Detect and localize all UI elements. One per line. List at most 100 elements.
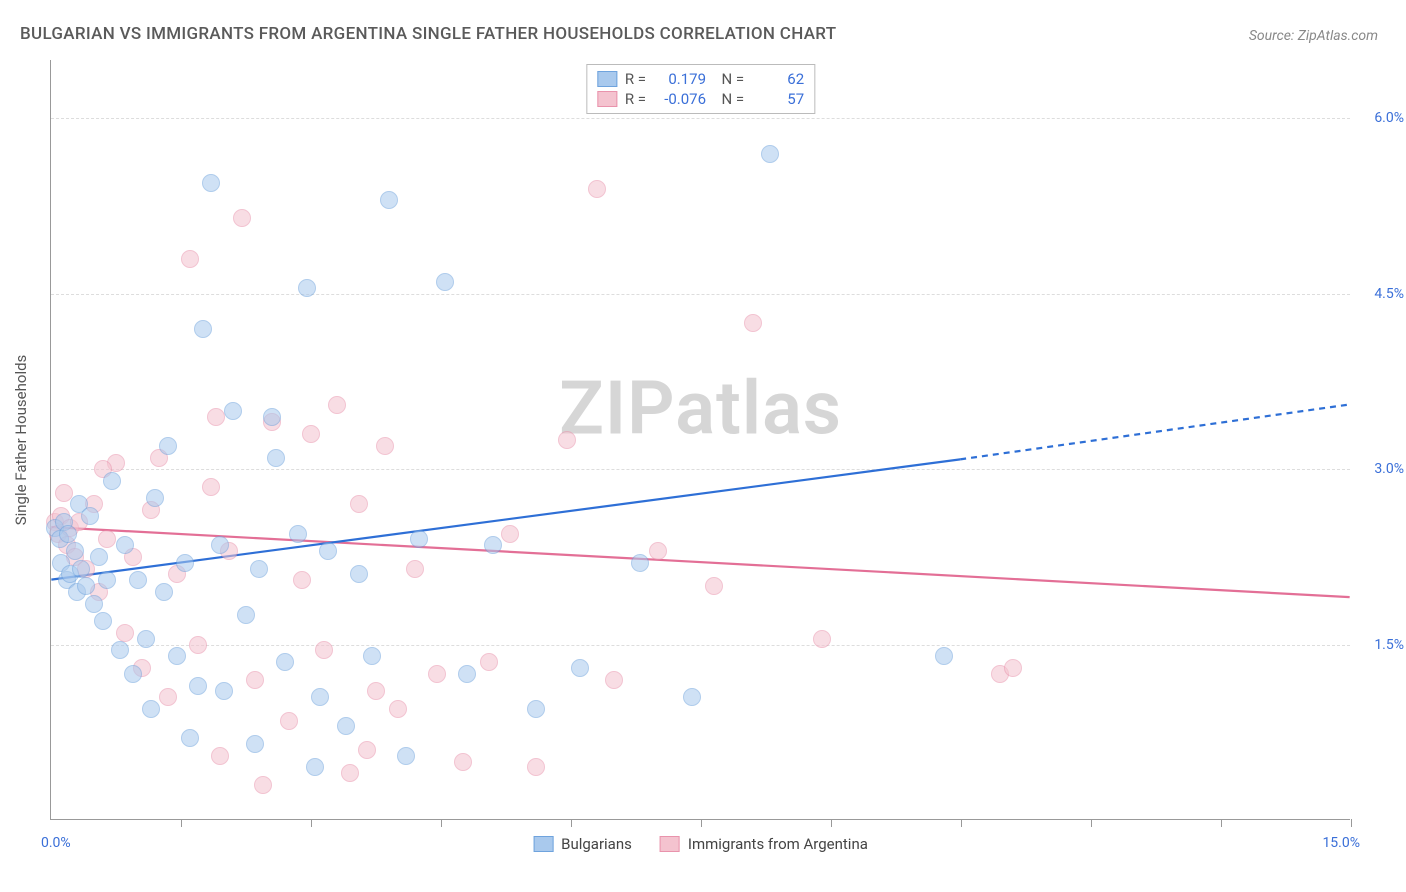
scatter-point-series-a xyxy=(397,747,415,765)
stats-row-series-a: R = 0.179 N = 62 xyxy=(597,69,804,89)
trend-lines-layer xyxy=(51,60,1350,819)
scatter-point-series-b xyxy=(358,741,376,759)
x-tick xyxy=(441,819,442,827)
scatter-point-series-b xyxy=(246,671,264,689)
x-tick xyxy=(961,819,962,827)
scatter-point-series-a xyxy=(168,647,186,665)
scatter-point-series-b xyxy=(202,478,220,496)
scatter-point-series-a xyxy=(146,489,164,507)
scatter-point-series-a xyxy=(527,700,545,718)
scatter-point-series-b xyxy=(527,758,545,776)
scatter-point-series-a xyxy=(59,525,77,543)
scatter-point-series-b xyxy=(705,577,723,595)
scatter-point-series-b xyxy=(293,571,311,589)
scatter-point-series-a xyxy=(129,571,147,589)
scatter-point-series-b xyxy=(376,437,394,455)
scatter-point-series-b xyxy=(233,209,251,227)
scatter-point-series-a xyxy=(246,735,264,753)
x-tick xyxy=(311,819,312,827)
scatter-point-series-b xyxy=(588,180,606,198)
scatter-point-series-b xyxy=(280,712,298,730)
scatter-point-series-a xyxy=(181,729,199,747)
x-tick xyxy=(571,819,572,827)
scatter-point-series-a xyxy=(484,536,502,554)
x-tick xyxy=(1091,819,1092,827)
scatter-point-series-a xyxy=(194,320,212,338)
scatter-point-series-a xyxy=(155,583,173,601)
x-tick xyxy=(701,819,702,827)
scatter-point-series-a xyxy=(159,437,177,455)
scatter-point-series-a xyxy=(263,408,281,426)
source-attribution: Source: ZipAtlas.com xyxy=(1249,28,1378,44)
stat-r-a: 0.179 xyxy=(654,70,706,88)
scatter-point-series-a xyxy=(98,571,116,589)
scatter-point-series-b xyxy=(98,530,116,548)
scatter-point-series-a xyxy=(142,700,160,718)
y-axis-title: Single Father Households xyxy=(12,354,30,525)
scatter-point-series-a xyxy=(935,647,953,665)
scatter-point-series-a xyxy=(176,554,194,572)
scatter-point-series-a xyxy=(380,191,398,209)
gridline xyxy=(51,294,1350,295)
x-tick xyxy=(831,819,832,827)
scatter-point-series-b xyxy=(328,396,346,414)
scatter-point-series-a xyxy=(77,577,95,595)
scatter-point-series-b xyxy=(341,764,359,782)
scatter-point-series-a xyxy=(337,717,355,735)
legend-item-series-b: Immigrants from Argentina xyxy=(660,835,868,853)
scatter-point-series-a xyxy=(631,554,649,572)
scatter-point-series-a xyxy=(350,565,368,583)
scatter-point-series-a xyxy=(267,449,285,467)
scatter-point-series-b xyxy=(181,250,199,268)
scatter-point-series-a xyxy=(306,758,324,776)
stat-n-b: 57 xyxy=(752,90,804,108)
scatter-point-series-a xyxy=(224,402,242,420)
scatter-point-series-a xyxy=(571,659,589,677)
scatter-point-series-b xyxy=(813,630,831,648)
scatter-point-series-b xyxy=(744,314,762,332)
scatter-point-series-a xyxy=(410,530,428,548)
scatter-point-series-b xyxy=(406,560,424,578)
x-tick xyxy=(1351,819,1352,827)
scatter-point-series-b xyxy=(254,776,272,794)
scatter-point-series-a xyxy=(215,682,233,700)
stats-row-series-b: R = -0.076 N = 57 xyxy=(597,89,804,109)
scatter-point-series-b xyxy=(558,431,576,449)
x-tick xyxy=(1221,819,1222,827)
y-tick-label: 6.0% xyxy=(1356,110,1404,126)
scatter-point-series-a xyxy=(81,507,99,525)
scatter-point-series-a xyxy=(289,525,307,543)
y-tick-label: 1.5% xyxy=(1356,637,1404,653)
scatter-point-series-b xyxy=(428,665,446,683)
scatter-point-series-b xyxy=(501,525,519,543)
scatter-point-series-a xyxy=(66,542,84,560)
legend-label-a: Bulgarians xyxy=(561,835,632,853)
scatter-point-series-b xyxy=(367,682,385,700)
scatter-point-series-a xyxy=(137,630,155,648)
scatter-point-series-b xyxy=(480,653,498,671)
x-tick xyxy=(181,819,182,827)
scatter-point-series-b xyxy=(116,624,134,642)
scatter-point-series-a xyxy=(72,560,90,578)
stat-label-n: N = xyxy=(714,90,744,108)
gridline xyxy=(51,118,1350,119)
scatter-point-series-b xyxy=(315,641,333,659)
scatter-point-series-b xyxy=(189,636,207,654)
scatter-point-series-a xyxy=(363,647,381,665)
legend-swatch-b xyxy=(660,836,680,852)
stat-label-r: R = xyxy=(625,70,646,88)
scatter-point-series-b xyxy=(649,542,667,560)
scatter-point-series-a xyxy=(683,688,701,706)
stat-label-r: R = xyxy=(625,90,646,108)
scatter-point-series-a xyxy=(111,641,129,659)
gridline xyxy=(51,645,1350,646)
x-axis-max-label: 15.0% xyxy=(1322,835,1360,851)
scatter-point-series-b xyxy=(159,688,177,706)
scatter-point-series-a xyxy=(311,688,329,706)
scatter-point-series-b xyxy=(389,700,407,718)
swatch-series-a xyxy=(597,71,617,87)
legend-item-series-a: Bulgarians xyxy=(533,835,632,853)
scatter-point-series-a xyxy=(298,279,316,297)
x-axis-min-label: 0.0% xyxy=(41,835,71,851)
scatter-point-series-a xyxy=(202,174,220,192)
